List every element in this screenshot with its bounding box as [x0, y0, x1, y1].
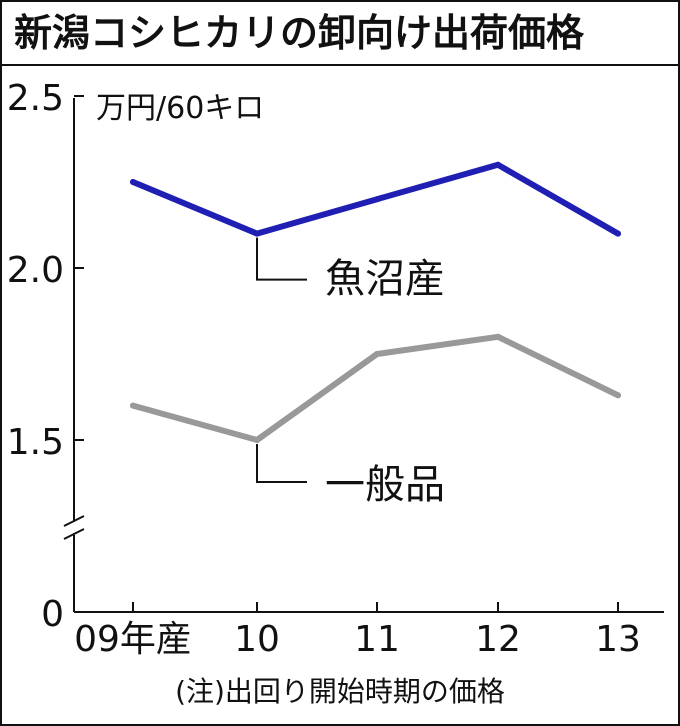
- unit-label: 万円/60キロ: [96, 91, 264, 126]
- series-layer: [130, 161, 621, 443]
- series-label-general: 一般品: [325, 462, 445, 508]
- data-point: [374, 351, 380, 357]
- data-point: [495, 333, 501, 340]
- data-point: [130, 179, 136, 185]
- data-point: [495, 161, 501, 168]
- y-tick-label: 2.5: [7, 78, 64, 119]
- chart-title: 新潟コシヒカリの卸向け出荷価格: [14, 11, 585, 55]
- data-point: [615, 392, 621, 399]
- y-tick-label: 0: [41, 594, 64, 635]
- callout-leader: [256, 237, 307, 281]
- y-tick-label: 2.0: [7, 250, 64, 291]
- data-point: [374, 196, 380, 203]
- data-point: [615, 230, 621, 237]
- data-point: [130, 402, 136, 409]
- title-bar: 新潟コシヒカリの卸向け出荷価格: [0, 0, 680, 64]
- axes-layer: [63, 95, 664, 613]
- plot-frame: [0, 64, 680, 726]
- x-tick-label: 10: [234, 619, 280, 660]
- data-point: [254, 230, 260, 237]
- x-tick-label: 12: [475, 619, 521, 660]
- x-tick-label: 11: [354, 619, 400, 660]
- axis-break-mark: [63, 515, 85, 527]
- x-tick-label: 13: [595, 619, 641, 660]
- series-label-uonuma: 魚沼産: [325, 256, 445, 302]
- x-tick-label: 09年産: [74, 619, 192, 660]
- axis-break-mark: [63, 528, 85, 540]
- chart-note: (注)出回り開始時期の価格: [175, 675, 505, 708]
- callout-leader: [256, 444, 307, 483]
- y-tick-label: 1.5: [7, 422, 64, 463]
- data-point: [254, 437, 260, 443]
